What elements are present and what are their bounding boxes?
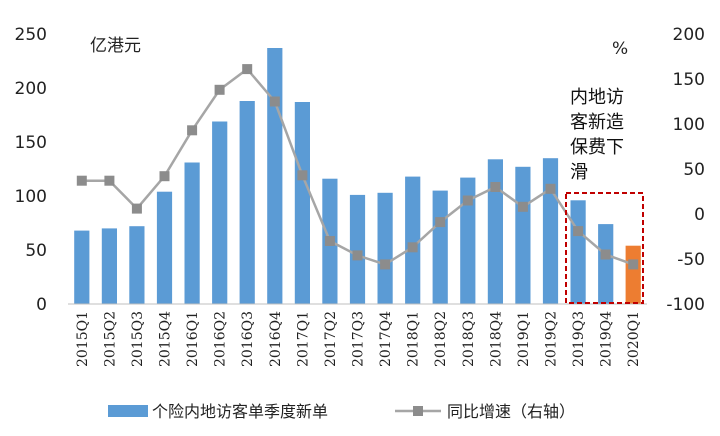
bar-2017Q4 <box>377 192 393 304</box>
line-point-2017Q2 <box>324 236 335 246</box>
bar-2018Q2 <box>432 190 448 304</box>
x-tick-2018Q3: 2018Q3 <box>461 311 477 367</box>
right-axis-unit: % <box>612 39 628 59</box>
right-tick-150: 150 <box>673 70 705 90</box>
x-tick-2015Q1: 2015Q1 <box>75 311 91 367</box>
bar-2015Q1 <box>74 230 90 304</box>
line-point-2018Q2 <box>435 217 446 228</box>
bar-2019Q3 <box>570 200 586 304</box>
x-tick-2015Q4: 2015Q4 <box>158 311 174 367</box>
annotation-box <box>565 192 644 304</box>
right-tick--100: -100 <box>666 295 705 315</box>
bar-series <box>74 48 641 304</box>
left-tick-150: 150 <box>15 133 47 153</box>
bar-2019Q1 <box>515 166 531 304</box>
left-tick-250: 250 <box>15 25 47 45</box>
legend-line-label: 同比增速（右轴） <box>447 402 575 421</box>
line-point-2020Q1 <box>628 259 639 270</box>
line-point-2015Q2 <box>104 175 115 186</box>
legend-bar-label: 个险内地访客单季度新单 <box>152 402 328 421</box>
left-tick-200: 200 <box>15 79 47 99</box>
annotation: 内地访 客新造 保费下 滑 <box>570 87 624 183</box>
right-tick-0: 0 <box>694 205 705 225</box>
annotation-line-4: 滑 <box>570 162 588 183</box>
bar-2017Q1 <box>294 102 310 304</box>
x-tick-2018Q4: 2018Q4 <box>488 311 504 367</box>
bar-2018Q3 <box>460 177 476 304</box>
left-tick-0: 0 <box>36 295 47 315</box>
x-tick-2017Q3: 2017Q3 <box>351 311 367 367</box>
line-point-2017Q4 <box>380 259 391 270</box>
line-point-2017Q1 <box>297 170 308 181</box>
bar-2020Q1 <box>625 245 641 304</box>
x-tick-2019Q4: 2019Q4 <box>599 311 615 367</box>
right-tick-100: 100 <box>673 115 705 135</box>
x-tick-2015Q2: 2015Q2 <box>102 311 118 367</box>
line-point-2019Q1 <box>517 201 528 212</box>
left-axis-unit: 亿港元 <box>90 36 141 56</box>
x-tick-2017Q1: 2017Q1 <box>295 311 311 367</box>
x-tick-2017Q2: 2017Q2 <box>323 311 339 367</box>
x-tick-2018Q1: 2018Q1 <box>406 311 422 367</box>
line-point-2016Q2 <box>214 84 225 95</box>
left-axis-ticks: 0 50 100 150 200 250 <box>15 25 47 315</box>
bar-2015Q2 <box>101 228 117 304</box>
legend-bar-swatch <box>108 405 148 417</box>
line-point-2019Q3 <box>573 226 584 237</box>
line-point-2018Q1 <box>407 242 418 253</box>
bar-2018Q1 <box>405 176 421 304</box>
legend-line-marker <box>413 406 423 416</box>
line-series <box>76 64 639 270</box>
line-point-2019Q4 <box>600 249 611 260</box>
bar-2015Q4 <box>156 191 173 304</box>
x-tick-2016Q3: 2016Q3 <box>240 311 256 367</box>
line-point-2015Q3 <box>131 203 142 214</box>
bar-2019Q2 <box>542 158 559 304</box>
x-tick-2019Q2: 2019Q2 <box>544 311 560 367</box>
line-point-2018Q3 <box>462 195 473 206</box>
x-tick-2016Q4: 2016Q4 <box>268 311 284 367</box>
line-point-2018Q4 <box>490 182 501 192</box>
bar-2015Q3 <box>129 226 145 304</box>
x-tick-2015Q3: 2015Q3 <box>130 311 146 367</box>
x-tick-2016Q2: 2016Q2 <box>213 311 229 367</box>
bar-2016Q1 <box>184 162 200 304</box>
x-tick-2016Q1: 2016Q1 <box>185 311 201 367</box>
right-tick-50: 50 <box>683 160 705 180</box>
bar-2019Q4 <box>598 224 614 304</box>
annotation-line-3: 保费下 <box>570 137 624 158</box>
line-point-2016Q1 <box>187 125 198 136</box>
line-point-2015Q1 <box>76 175 87 186</box>
line-point-2019Q2 <box>545 183 556 194</box>
bar-2017Q3 <box>349 194 366 304</box>
line-point-2016Q3 <box>242 64 253 75</box>
bar-2016Q2 <box>212 121 228 304</box>
annotation-line-1: 内地访 <box>570 87 624 108</box>
bar-2016Q4 <box>267 48 283 304</box>
line-point-2016Q4 <box>269 96 280 107</box>
x-axis-ticks: 2015Q1 2015Q2 2015Q3 2015Q4 2016Q1 2016Q2 2016… <box>75 311 642 367</box>
right-tick--50: -50 <box>677 250 705 270</box>
bar-2016Q3 <box>239 101 255 304</box>
annotation-line-2: 客新造 <box>570 112 624 133</box>
x-tick-2017Q4: 2017Q4 <box>378 311 394 367</box>
left-tick-50: 50 <box>25 241 47 261</box>
right-tick-200: 200 <box>673 25 705 45</box>
x-tick-2019Q1: 2019Q1 <box>516 311 532 367</box>
legend: 个险内地访客单季度新单 同比增速（右轴） <box>108 402 575 421</box>
bar-2018Q4 <box>487 159 503 304</box>
left-tick-100: 100 <box>15 187 47 207</box>
line-point-2015Q4 <box>159 171 170 182</box>
line-point-2017Q3 <box>352 250 363 261</box>
x-tick-2020Q1: 2020Q1 <box>626 311 642 367</box>
x-tick-2019Q3: 2019Q3 <box>571 311 587 367</box>
right-axis-ticks: -100 -50 0 50 100 150 200 <box>666 25 705 315</box>
x-tick-2018Q2: 2018Q2 <box>433 311 449 367</box>
